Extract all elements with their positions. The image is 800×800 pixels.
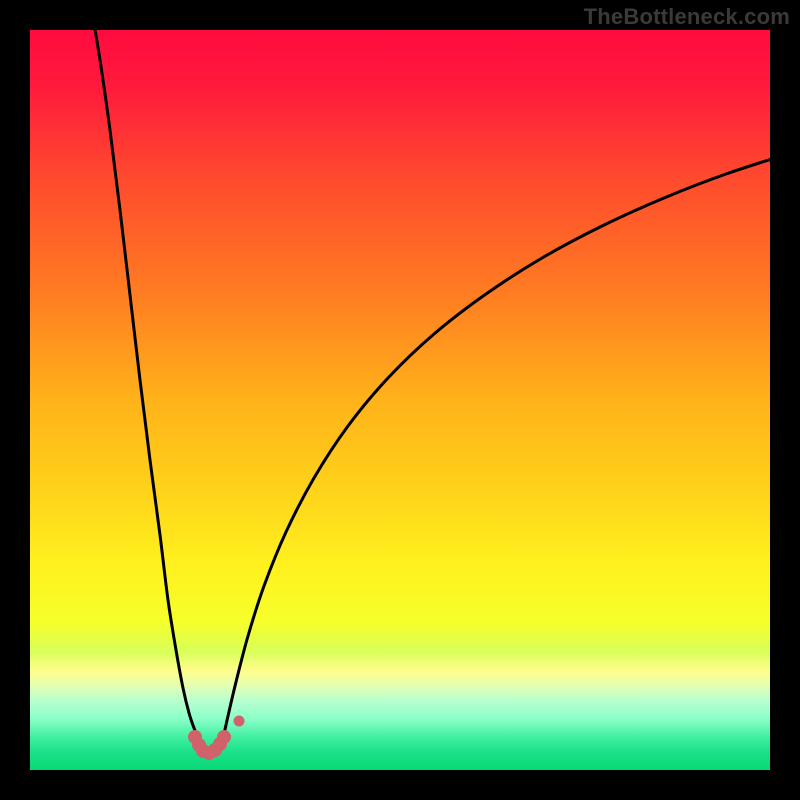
chart-stage: TheBottleneck.com [0,0,800,800]
marker-dot [234,716,245,727]
watermark-text: TheBottleneck.com [584,4,790,30]
marker-dot [217,730,231,744]
bottleneck-chart [0,0,800,800]
